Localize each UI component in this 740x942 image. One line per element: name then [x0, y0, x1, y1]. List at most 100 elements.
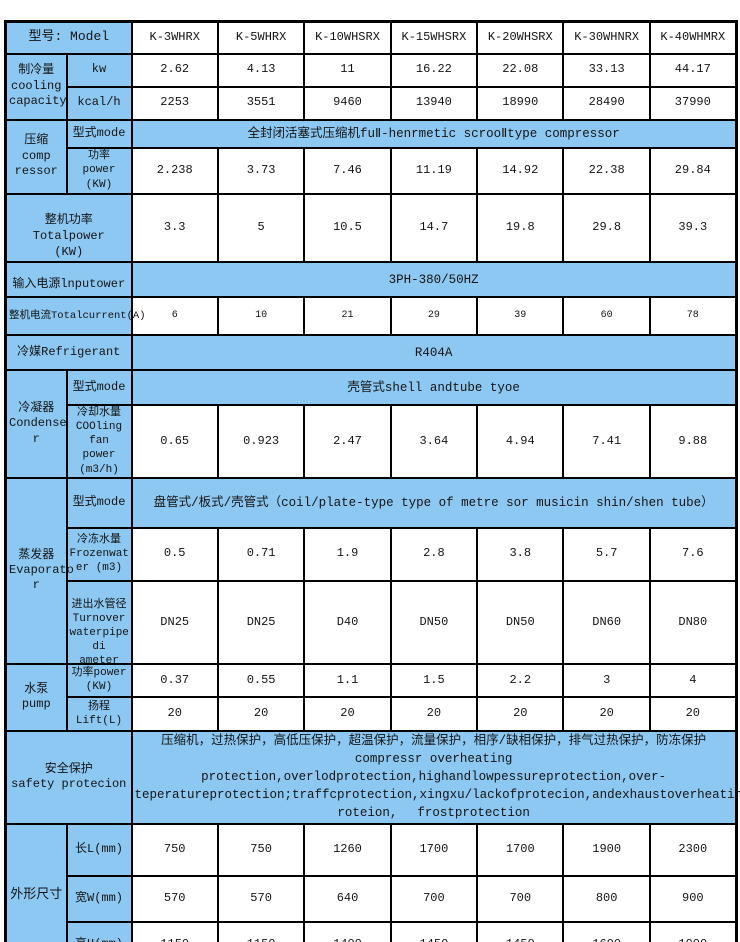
compressor-mode-label: 型式mode — [65, 118, 133, 149]
input-power-row: 输入电源lnputower 3PH-380/50HZ — [4, 261, 738, 299]
total-current-value: 39 — [476, 296, 565, 337]
total-current-label-cell: 整机电流Totalcurrent(A) — [4, 296, 146, 337]
pump-power-value: 3 — [562, 662, 651, 698]
dimension-width-row: 宽W(mm) 570 570 640 700 700 800 900 — [6, 874, 738, 923]
safety-label: 安全保护 safety protecion — [4, 729, 133, 825]
evaporator-mode-row: 蒸发器 Evaporato r 型式mode 盘管式/板式/壳管式（coil/p… — [4, 476, 738, 665]
condenser-mode-row: 冷凝器 Condense r 型式mode 壳管式shell andtube t… — [4, 369, 738, 479]
cooling-kw-value: 44.17 — [648, 52, 738, 88]
cooling-kcal-value: 13940 — [389, 85, 479, 121]
condenser-mode-label: 型式mode — [65, 369, 133, 407]
compressor-mode-row: 压缩 comp ressor 型式mode 全封闭活塞式压缩机fuⅡ-henrm… — [4, 118, 738, 195]
model-name-cell: K-10WHSRX — [303, 20, 392, 55]
pump-power-value: 0.55 — [216, 662, 306, 698]
dimension-length-value: 750 — [216, 822, 306, 877]
pump-lift-label: 扬程 Lift(L) — [65, 695, 133, 732]
total-current-value: 60 — [562, 296, 651, 337]
evaporator-pipe-label: 进出水管径 Turnover waterpipe di ameter — [69, 598, 129, 667]
dimension-width-value: 570 — [216, 874, 306, 923]
dimension-height-value: 1450 — [389, 920, 479, 942]
condenser-water-value: 0.923 — [216, 404, 306, 479]
dimension-height-value: 1450 — [476, 920, 565, 942]
refrigerant-label: 冷媒Refrigerant — [4, 334, 133, 372]
pump-power-value: 1.5 — [389, 662, 479, 698]
dimension-length-value: 1700 — [476, 822, 565, 877]
model-header-label: 型号: Model — [4, 20, 133, 55]
pump-lift-value: 20 — [130, 695, 219, 732]
pump-lift-value: 20 — [216, 695, 306, 732]
dimension-length-value: 1700 — [389, 822, 479, 877]
dimension-width-value: 640 — [303, 874, 392, 923]
cooling-kcal-value: 9460 — [303, 85, 392, 121]
condenser-water-value: 0.65 — [130, 404, 219, 479]
evaporator-water-value: 0.5 — [130, 526, 219, 582]
model-name-cell: K-5WHRX — [216, 20, 306, 55]
pump-lift-value: 20 — [562, 695, 651, 732]
cooling-kcal-value: 2253 — [130, 85, 219, 121]
evaporator-water-value: 5.7 — [562, 526, 651, 582]
compressor-power-value: 22.38 — [562, 146, 651, 195]
pump-lift-value: 20 — [389, 695, 479, 732]
dimension-height-value: 1150 — [130, 920, 219, 942]
pump-power-value: 1.1 — [303, 662, 392, 698]
pump-lift-value: 20 — [303, 695, 392, 732]
total-current-value: 6 — [130, 296, 219, 337]
pump-power-value: 4 — [648, 662, 738, 698]
pump-group-label: 水泵 pump — [4, 662, 68, 732]
total-power-value: 39.3 — [648, 192, 738, 264]
cooling-kcal-value: 18990 — [476, 85, 565, 121]
evaporator-pipe-value: DN60 — [562, 579, 651, 665]
total-power-value: 19.8 — [476, 192, 565, 264]
dimension-length-value: 1900 — [562, 822, 651, 877]
cooling-kcal-row: kcal/h 2253 3551 9460 13940 18990 28490 37990 — [6, 85, 738, 121]
cooling-kw-value: 2.62 — [130, 52, 219, 88]
dimension-length-row: 外形尺寸 长L(mm) 750 750 1260 1700 1700 1900 2300 — [4, 822, 738, 942]
total-current-value: 21 — [303, 296, 392, 337]
evaporator-pipe-value: DN25 — [130, 579, 219, 665]
evaporator-pipe-value: DN50 — [476, 579, 565, 665]
safety-row: 安全保护 safety protecion 压缩机，过热保护，高低压保护，超温保… — [4, 729, 740, 825]
dimension-length-value: 2300 — [648, 822, 738, 877]
pump-lift-value: 20 — [476, 695, 565, 732]
dimension-height-value: 1900 — [648, 920, 738, 942]
evaporator-pipe-row: 进出水管径 Turnover waterpipe di ameter DN25 D… — [6, 579, 738, 667]
cooling-kw-value: 22.08 — [476, 52, 565, 88]
dimension-height-value: 1400 — [303, 920, 392, 942]
evaporator-water-value: 1.9 — [303, 526, 392, 582]
dimension-length-label: 长L(mm) — [65, 822, 133, 877]
cooling-kcal-label: kcal/h — [65, 85, 133, 121]
compressor-power-value: 11.19 — [389, 146, 479, 195]
condenser-water-value: 7.41 — [562, 404, 651, 479]
total-power-row: 整机功率 Totalpower (KW) 3.3 5 10.5 14.7 19.8 29.… — [4, 192, 738, 264]
refrigerant-value: R404A — [130, 334, 738, 372]
cooling-kw-value: 11 — [303, 52, 392, 88]
evaporator-mode-label: 型式mode — [65, 476, 133, 529]
total-power-value: 10.5 — [303, 192, 392, 264]
model-name-cell: K-20WHSRX — [476, 20, 565, 55]
dimension-width-value: 700 — [389, 874, 479, 923]
condenser-water-value: 9.88 — [648, 404, 738, 479]
refrigerant-row: 冷媒Refrigerant R404A — [4, 334, 738, 372]
total-power-value: 5 — [216, 192, 306, 264]
dimension-width-value: 800 — [562, 874, 651, 923]
condenser-water-label: 冷却水量 COOling fan power (m3/h) — [65, 404, 133, 479]
model-name-cell: K-30WHNRX — [562, 20, 651, 55]
total-power-value: 29.8 — [562, 192, 651, 264]
evaporator-mode-value: 盘管式/板式/壳管式（coil/plate-type type of metre… — [130, 476, 738, 529]
cooling-kw-label: kw — [65, 52, 133, 88]
dimension-height-label: 高H(mm) — [65, 920, 133, 942]
condenser-group-label: 冷凝器 Condense r — [4, 369, 68, 479]
total-current-row: 整机电流Totalcurrent(A) 6 10 21 29 39 60 78 — [4, 296, 738, 337]
cooling-kw-row: 制冷量 cooling capacity kw 2.62 4.13 11 16.22 2… — [4, 52, 738, 121]
model-name-cell: K-40WHMRX — [648, 20, 738, 55]
dimension-height-value: 1600 — [562, 920, 651, 942]
dimension-width-value: 700 — [476, 874, 565, 923]
compressor-power-value: 2.238 — [130, 146, 219, 195]
dimension-height-value: 1150 — [216, 920, 306, 942]
cooling-kcal-value: 3551 — [216, 85, 306, 121]
cooling-kcal-value: 28490 — [562, 85, 651, 121]
compressor-mode-value: 全封闭活塞式压缩机fuⅡ-henrmetic scrooⅡtype compre… — [130, 118, 738, 149]
dimension-length-value: 1260 — [303, 822, 392, 877]
cooling-kw-value: 33.13 — [562, 52, 651, 88]
